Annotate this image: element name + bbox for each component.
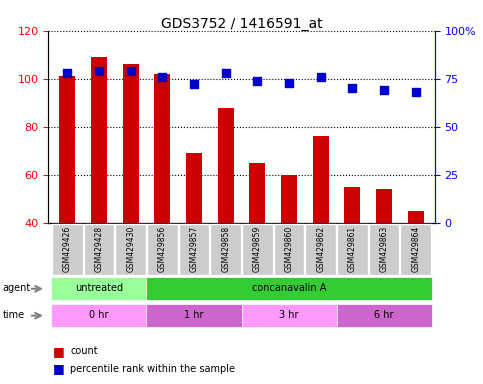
Point <box>63 70 71 76</box>
Text: GSM429856: GSM429856 <box>158 225 167 272</box>
Text: 0 hr: 0 hr <box>89 310 109 320</box>
Bar <box>52 224 83 275</box>
Bar <box>249 163 265 319</box>
Bar <box>218 108 234 319</box>
Bar <box>91 57 107 319</box>
Point <box>317 74 325 80</box>
Bar <box>305 224 336 275</box>
Text: concanavalin A: concanavalin A <box>252 283 326 293</box>
Text: GSM429428: GSM429428 <box>95 225 103 272</box>
Bar <box>281 175 297 319</box>
Text: time: time <box>2 310 25 320</box>
Text: count: count <box>70 346 98 356</box>
Bar <box>400 224 431 275</box>
Text: ■: ■ <box>53 362 65 375</box>
Text: GSM429857: GSM429857 <box>189 225 199 272</box>
Text: GSM429860: GSM429860 <box>284 225 294 272</box>
Bar <box>179 224 209 275</box>
Text: 3 hr: 3 hr <box>279 310 299 320</box>
Text: 1 hr: 1 hr <box>184 310 204 320</box>
Text: GDS3752 / 1416591_at: GDS3752 / 1416591_at <box>161 17 322 31</box>
Bar <box>337 303 431 327</box>
Point <box>190 81 198 88</box>
Bar <box>146 303 242 327</box>
Point <box>349 85 356 91</box>
Text: GSM429858: GSM429858 <box>221 225 230 272</box>
Text: GSM429864: GSM429864 <box>411 225 420 272</box>
Text: ■: ■ <box>53 345 65 358</box>
Bar <box>59 76 75 319</box>
Bar <box>155 74 170 319</box>
Bar <box>344 187 360 319</box>
Bar <box>52 276 146 300</box>
Bar <box>242 303 337 327</box>
Bar <box>211 224 241 275</box>
Text: percentile rank within the sample: percentile rank within the sample <box>70 364 235 374</box>
Point <box>95 68 103 74</box>
Bar <box>115 224 146 275</box>
Text: GSM429426: GSM429426 <box>63 225 72 272</box>
Bar <box>52 303 146 327</box>
Bar <box>84 224 114 275</box>
Bar <box>186 153 202 319</box>
Point <box>127 68 134 74</box>
Point <box>254 78 261 84</box>
Bar <box>337 224 368 275</box>
Text: untreated: untreated <box>75 283 123 293</box>
Bar <box>242 224 272 275</box>
Text: GSM429862: GSM429862 <box>316 225 325 272</box>
Bar <box>408 211 424 319</box>
Bar <box>376 189 392 319</box>
Text: agent: agent <box>2 283 30 293</box>
Bar <box>274 224 304 275</box>
Text: 6 hr: 6 hr <box>374 310 394 320</box>
Bar <box>313 136 328 319</box>
Bar <box>123 64 139 319</box>
Point <box>158 74 166 80</box>
Text: GSM429430: GSM429430 <box>126 225 135 272</box>
Bar <box>369 224 399 275</box>
Text: GSM429861: GSM429861 <box>348 225 357 272</box>
Point <box>285 79 293 86</box>
Text: GSM429859: GSM429859 <box>253 225 262 272</box>
Point <box>222 70 229 76</box>
Point <box>412 89 420 95</box>
Point <box>380 87 388 93</box>
Bar <box>147 224 178 275</box>
Bar <box>146 276 431 300</box>
Text: GSM429863: GSM429863 <box>380 225 388 272</box>
